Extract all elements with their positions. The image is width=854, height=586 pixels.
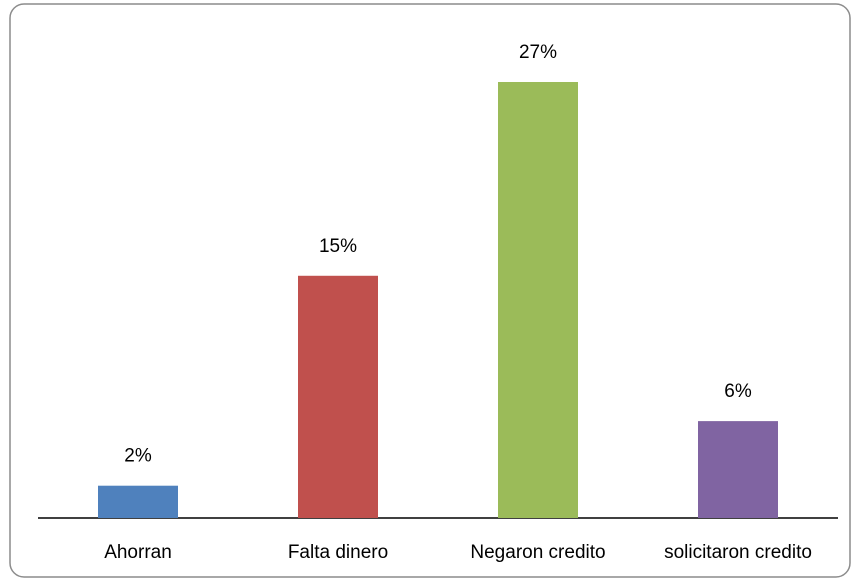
value-label: 27% (519, 42, 557, 63)
value-label: 2% (124, 446, 152, 467)
bar (298, 275, 378, 518)
x-tick-label: solicitaron credito (664, 542, 812, 563)
value-label: 15% (319, 236, 357, 257)
x-tick-label: Negaron credito (470, 542, 605, 563)
bar (698, 421, 778, 518)
chart-frame (9, 3, 851, 578)
bar (98, 485, 178, 518)
x-tick-label: Ahorran (104, 542, 172, 563)
value-label: 6% (724, 381, 752, 402)
x-tick-label: Falta dinero (288, 542, 388, 563)
bar (498, 82, 578, 518)
